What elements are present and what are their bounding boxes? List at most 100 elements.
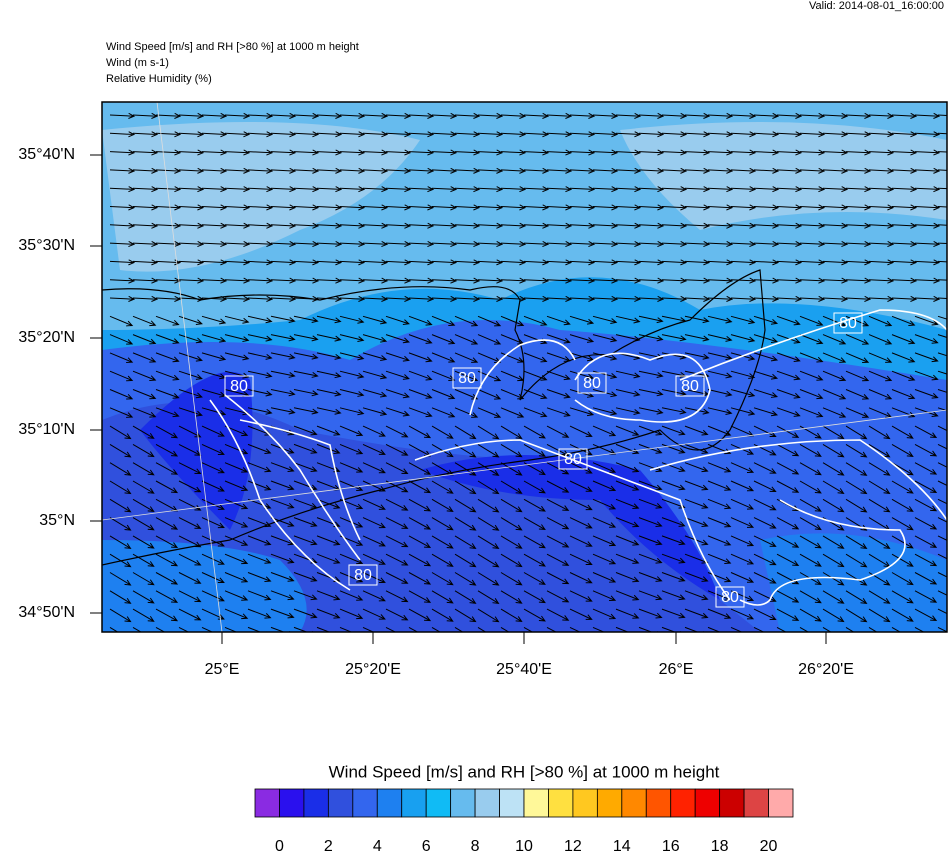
wind-arrow — [776, 590, 800, 603]
map-field: 80 80 80 80 80 80 80 80 — [102, 102, 947, 632]
wind-arrow — [615, 590, 640, 601]
wind-arrow — [523, 241, 550, 248]
wind-arrow — [937, 462, 947, 468]
wind-arrow — [569, 407, 595, 417]
wind-arrow — [592, 259, 619, 266]
wind-arrow — [293, 131, 320, 138]
wind-arrow — [477, 186, 504, 193]
wind-arrow — [638, 315, 664, 324]
wind-arrow — [477, 626, 487, 632]
wind-arrow — [224, 295, 251, 302]
wind-arrow — [914, 480, 938, 493]
wind-arrow — [132, 295, 159, 302]
wind-arrow — [707, 315, 733, 324]
wind-arrow — [155, 626, 166, 632]
wind-arrow — [937, 352, 947, 357]
wind-arrow — [270, 389, 296, 397]
wind-arrow — [155, 334, 180, 344]
wind-arrow — [431, 112, 458, 119]
wind-arrow — [500, 131, 527, 138]
wind-arrow — [914, 295, 941, 302]
wind-arrow — [914, 462, 938, 475]
wind-arrow — [753, 131, 780, 138]
wind-arrow — [914, 131, 941, 138]
wind-arrow — [454, 553, 477, 568]
wind-arrow — [132, 480, 155, 494]
wind-arrow — [431, 241, 458, 248]
wind-arrow — [385, 608, 409, 621]
wind-arrow — [201, 112, 228, 119]
lat-label: 35°30'N — [18, 237, 75, 254]
wind-arrow — [914, 334, 939, 344]
wind-arrow — [316, 241, 343, 248]
wind-arrow — [891, 517, 914, 531]
wind-arrow — [339, 334, 365, 343]
wind-arrow — [569, 480, 593, 492]
lat-label: 35°20'N — [18, 329, 75, 346]
wind-arrow — [684, 462, 709, 473]
wind-arrow — [270, 131, 297, 138]
wind-arrow — [569, 572, 593, 584]
wind-arrow — [247, 204, 274, 211]
colorbar-box — [670, 788, 696, 818]
wind-arrow — [523, 315, 548, 326]
wind-arrow — [408, 407, 433, 418]
valid-time: Valid: 2014-08-01_16:00:00 — [809, 0, 944, 12]
wind-arrow — [822, 389, 847, 400]
wind-arrow — [914, 407, 939, 417]
wind-arrow — [178, 389, 203, 399]
wind-arrow — [891, 352, 916, 363]
wind-arrow — [477, 590, 500, 604]
wind-arrow — [224, 131, 251, 138]
wind-arrow — [293, 352, 319, 360]
wind-arrow — [224, 259, 251, 266]
wind-arrow — [822, 131, 849, 138]
wind-arrow — [822, 259, 849, 266]
wind-arrow — [155, 462, 179, 475]
wind-arrow — [247, 241, 274, 248]
wind-arrow — [247, 608, 272, 619]
wind-arrow — [891, 608, 914, 622]
wind-arrow — [523, 222, 550, 229]
wind-arrow — [638, 572, 663, 582]
wind-arrow — [799, 186, 826, 193]
wind-arrow — [891, 590, 914, 604]
wind-arrow — [408, 315, 433, 326]
wind-arrow — [201, 590, 225, 602]
wind-arrow — [316, 149, 343, 156]
wind-arrow — [546, 389, 571, 399]
wind-arrow — [500, 626, 510, 632]
wind-arrow — [500, 443, 523, 458]
wind-arrow — [500, 572, 523, 586]
wind-arrow — [822, 425, 845, 440]
wind-arrow — [753, 553, 777, 566]
wind-arrow — [155, 222, 182, 229]
wind-arrow — [822, 535, 845, 549]
wind-arrow — [477, 334, 502, 345]
wind-arrow — [316, 131, 343, 138]
colorbar-label: 8 — [471, 838, 480, 854]
wind-arrow — [477, 259, 504, 266]
wind-arrow — [684, 425, 709, 436]
wind-arrow — [385, 590, 409, 603]
wind-arrow — [132, 553, 155, 567]
wind-arrow — [132, 149, 159, 156]
wind-arrow — [385, 295, 412, 302]
wind-arrow — [224, 204, 251, 211]
wind-arrow — [891, 186, 918, 193]
wind-arrow — [661, 241, 688, 248]
wind-arrow — [270, 167, 297, 174]
wind-arrow — [822, 241, 849, 248]
wind-arrow — [868, 498, 891, 513]
wind-arrow — [569, 608, 593, 620]
wind-arrow — [753, 517, 777, 529]
wind-arrow — [615, 131, 642, 138]
wind-arrow — [546, 131, 573, 138]
wind-arrow — [730, 167, 757, 174]
wind-arrow — [753, 389, 779, 398]
wind-arrow — [293, 277, 320, 284]
wind-arrow — [201, 131, 228, 138]
wind-arrow — [730, 535, 755, 547]
colorbar-box — [621, 788, 647, 818]
wind-arrow — [500, 480, 523, 494]
